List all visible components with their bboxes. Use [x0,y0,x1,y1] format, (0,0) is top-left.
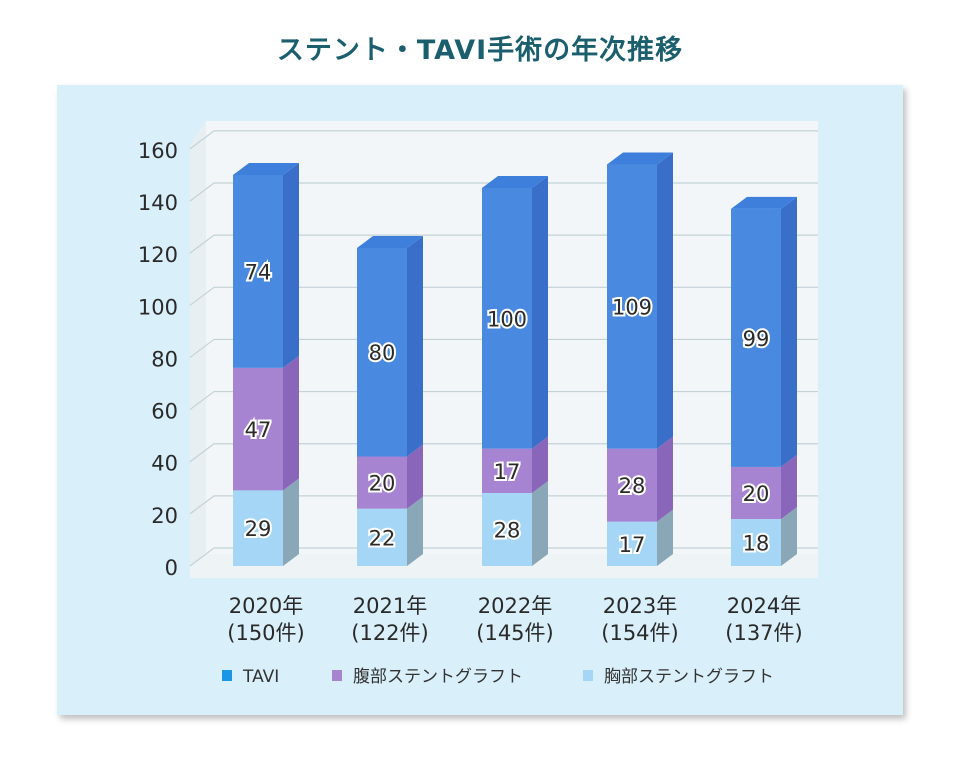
y-tick-label: 80 [151,347,178,371]
data-label: 80 [369,341,396,365]
x-total-label: (154件) [601,621,678,645]
bar-side [657,509,673,566]
gridline [189,130,818,150]
bar-segment [607,164,657,449]
bar-segment [731,208,781,467]
y-tick-label: 0 [165,556,178,580]
bar-top [357,235,423,248]
data-label: 22 [369,526,396,550]
data-label: 20 [743,482,770,506]
data-label: 99 [743,327,770,351]
x-total-label: (145件) [476,621,553,645]
data-label: 18 [743,532,770,556]
bar-segment [731,466,781,520]
bar-segment [233,174,283,368]
data-label: 74 [245,260,272,284]
y-tick-label: 140 [138,191,178,215]
x-total-label: (150件) [227,621,304,645]
x-tick-label: 2022年 [478,594,552,618]
x-total-label: (137件) [725,621,802,645]
y-tick-label: 40 [151,452,178,476]
bar-segment [357,508,407,566]
bar-segment [357,247,407,457]
legend-label: 腹部ステントグラフト [353,667,523,687]
data-label: 100 [487,307,527,331]
data-label: 47 [245,418,272,442]
bar-side [532,481,548,566]
y-tick-label: 160 [138,139,178,163]
plot-side-wall [190,120,206,566]
y-tick-label: 100 [138,295,178,319]
legend-swatch [222,670,232,681]
bar-segment [233,490,283,566]
bar-side [407,496,423,566]
data-label: 28 [619,474,646,498]
legend-swatch [332,670,342,681]
bar-side [532,436,548,494]
bar-side [407,444,423,509]
bar-side [283,478,299,566]
bar-segment [607,448,657,522]
x-tick-label: 2024年 [727,594,801,618]
bar-side [657,436,673,522]
bar-side [532,175,548,449]
bar-segment [482,493,532,566]
bar-segment [607,521,657,566]
legend-label: TAVI [242,667,279,687]
x-tick-label: 2023年 [603,594,677,618]
chart-title: ステント・TAVI手術の年次推移 [276,35,684,66]
data-label: 29 [245,517,272,541]
data-label: 28 [494,519,521,543]
data-label: 20 [369,472,396,496]
bar-side [781,196,797,467]
y-tick-label: 120 [138,243,178,267]
x-total-label: (122件) [351,621,428,645]
data-label: 17 [619,533,646,557]
bar-top [607,152,673,165]
data-label: 17 [494,460,521,484]
bar-side [781,454,797,520]
x-tick-label: 2021年 [353,594,427,618]
bar-side [407,235,423,457]
bar-side [657,152,673,449]
bar-top [731,196,797,209]
bar-side [781,507,797,566]
bar-segment [482,448,532,494]
bar-segment [482,187,532,449]
legend-label: 胸部ステントグラフト [604,667,774,687]
y-tick-label: 20 [151,504,178,528]
bar-top [233,162,299,175]
y-tick-label: 60 [151,400,178,424]
bar-segment [233,367,283,491]
bar-segment [357,456,407,509]
data-label: 109 [612,296,652,320]
bar-side [283,355,299,491]
bar-segment [731,519,781,566]
bar-side [283,162,299,368]
bar-top [482,175,548,188]
legend-swatch [583,670,593,681]
x-tick-label: 2020年 [229,594,303,618]
